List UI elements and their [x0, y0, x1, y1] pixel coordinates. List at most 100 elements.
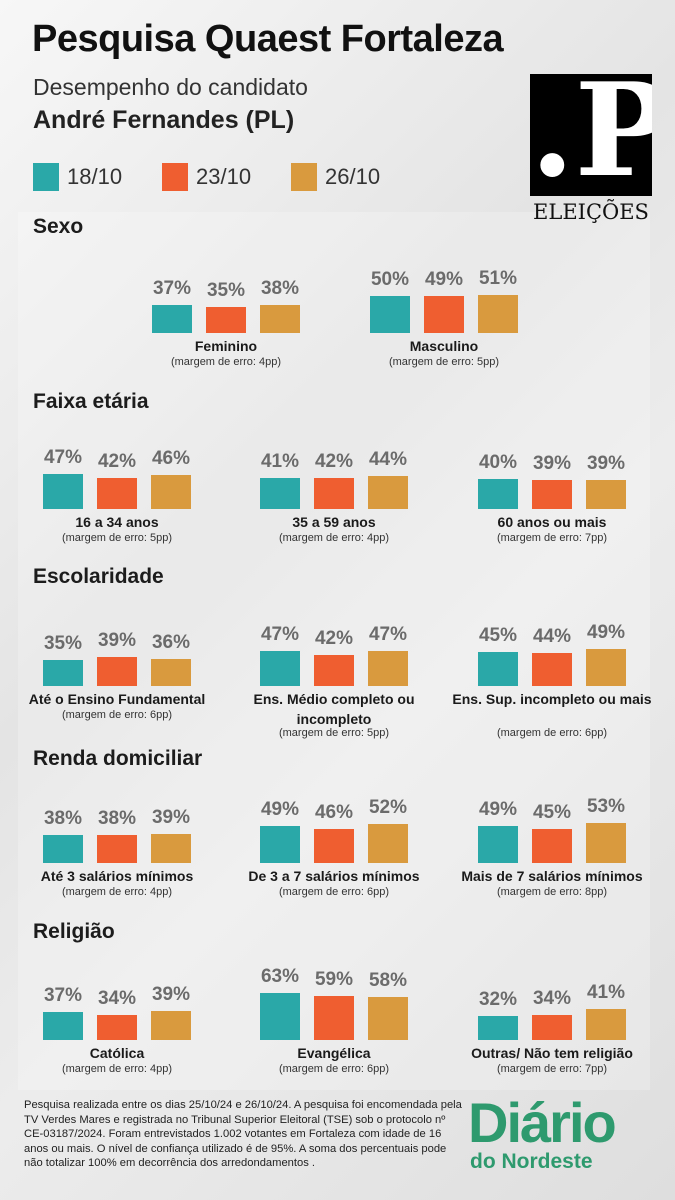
- bar: [260, 992, 300, 1040]
- bar: [586, 649, 626, 686]
- footer-note: Pesquisa realizada entre os dias 25/10/2…: [24, 1099, 462, 1170]
- legend-item: 26/10: [291, 162, 380, 192]
- bar: [260, 304, 300, 333]
- error-margin: (margem de erro: 8pp): [496, 886, 608, 898]
- bar-value-label: 35%: [43, 632, 83, 654]
- bar-value-label: 46%: [151, 447, 191, 469]
- category-label: De 3 a 7 salários mínimos: [248, 868, 420, 884]
- error-margin: (margem de erro: 6pp): [278, 1063, 390, 1075]
- bar-value-label: 47%: [43, 446, 83, 468]
- bar: [368, 650, 408, 686]
- bar: [314, 477, 354, 509]
- bar-value-label: 42%: [97, 450, 137, 472]
- bar-value-label: 38%: [97, 807, 137, 829]
- bar: [260, 826, 300, 863]
- bar-value-label: 39%: [151, 983, 191, 1005]
- bar-value-label: 52%: [368, 797, 408, 818]
- logo-caption: ELEIÇÕES: [533, 200, 649, 224]
- error-margin: (margem de erro: 7pp): [496, 1063, 608, 1075]
- bar: [43, 1012, 83, 1040]
- bar: [97, 1014, 137, 1040]
- bar-value-label: 47%: [260, 623, 300, 645]
- bar-value-label: 49%: [586, 622, 626, 644]
- bar-value-label: 49%: [424, 269, 464, 291]
- category-label: 60 anos ou mais: [497, 514, 607, 530]
- publisher-logo: .P: [530, 74, 652, 196]
- bar-value-label: 49%: [478, 799, 518, 821]
- bar-value-label: 41%: [586, 982, 626, 1004]
- bar-value-label: 42%: [314, 627, 354, 649]
- bar-value-label: 63%: [260, 965, 300, 987]
- category-label: Ens. Médio completo ou incompleto: [253, 691, 415, 727]
- page-title: Pesquisa Quaest Fortaleza: [32, 18, 504, 60]
- bar-value-label: 35%: [206, 279, 246, 301]
- category-label: Até 3 salários mínimos: [40, 868, 194, 884]
- bar: [43, 834, 83, 863]
- bar: [97, 656, 137, 686]
- bar: [478, 294, 518, 333]
- logo-mark: .P: [530, 74, 652, 196]
- category-label: Até o Ensino Fundamental: [28, 691, 206, 707]
- error-margin: (margem de erro: 6pp): [61, 709, 173, 721]
- bar: [478, 479, 518, 509]
- bar: [151, 659, 191, 686]
- bar-value-label: 53%: [586, 796, 626, 818]
- bar: [97, 477, 137, 509]
- error-margin: (margem de erro: 6pp): [496, 727, 608, 739]
- bar-value-label: 45%: [478, 625, 518, 647]
- error-margin: (margem de erro: 5pp): [278, 727, 390, 739]
- category-label: Mais de 7 salários mínimos: [461, 868, 643, 884]
- bar-value-label: 38%: [43, 807, 83, 829]
- bar: [97, 834, 137, 863]
- bar: [532, 829, 572, 863]
- bar-value-label: 40%: [478, 452, 518, 473]
- bar: [151, 833, 191, 863]
- bar-value-label: 36%: [151, 632, 191, 653]
- bar-value-label: 47%: [368, 623, 408, 645]
- legend-swatch: [162, 163, 188, 191]
- chart-panel: [18, 212, 650, 1090]
- bar: [43, 473, 83, 509]
- bar: [478, 1016, 518, 1040]
- bar: [206, 306, 246, 333]
- category-label: Católica: [89, 1045, 145, 1061]
- error-margin: (margem de erro: 4pp): [278, 532, 390, 544]
- category-label: 35 a 59 anos: [292, 514, 376, 530]
- legend-label: 26/10: [325, 164, 381, 189]
- bar-value-label: 45%: [532, 802, 572, 824]
- legend-label: 23/10: [196, 164, 252, 189]
- bar-value-label: 41%: [260, 451, 300, 473]
- section-title: Sexo: [33, 215, 84, 238]
- bar: [532, 1014, 572, 1040]
- bar: [368, 996, 408, 1040]
- bar-value-label: 39%: [586, 452, 626, 474]
- bar: [314, 995, 354, 1040]
- legend-label: 18/10: [67, 164, 123, 189]
- bar-value-label: 50%: [370, 268, 410, 290]
- category-label: 16 a 34 anos: [75, 514, 159, 530]
- bar: [424, 296, 464, 333]
- bar: [586, 1009, 626, 1040]
- section-title: Religião: [33, 920, 115, 943]
- section-title: Renda domiciliar: [33, 747, 203, 770]
- bar: [260, 650, 300, 686]
- error-margin: (margem de erro: 4pp): [61, 886, 173, 898]
- brand-logo-main: Diário: [468, 1091, 617, 1154]
- bar: [368, 824, 408, 863]
- bar: [532, 479, 572, 509]
- error-margin: (margem de erro: 5pp): [388, 356, 500, 368]
- bar: [151, 1010, 191, 1040]
- bar-value-label: 49%: [260, 799, 300, 821]
- bar: [152, 305, 192, 333]
- bar-value-label: 39%: [151, 806, 191, 828]
- bar-value-label: 59%: [314, 968, 354, 990]
- error-margin: (margem de erro: 6pp): [278, 886, 390, 898]
- bar-value-label: 46%: [314, 801, 354, 823]
- bar-value-label: 37%: [152, 278, 192, 300]
- error-margin: (margem de erro: 4pp): [61, 1063, 173, 1075]
- bar-value-label: 42%: [314, 450, 354, 472]
- page-subtitle: Desempenho do candidato: [33, 74, 308, 100]
- bar-value-label: 34%: [97, 987, 137, 1009]
- bar-value-label: 51%: [478, 267, 518, 289]
- bar: [314, 654, 354, 686]
